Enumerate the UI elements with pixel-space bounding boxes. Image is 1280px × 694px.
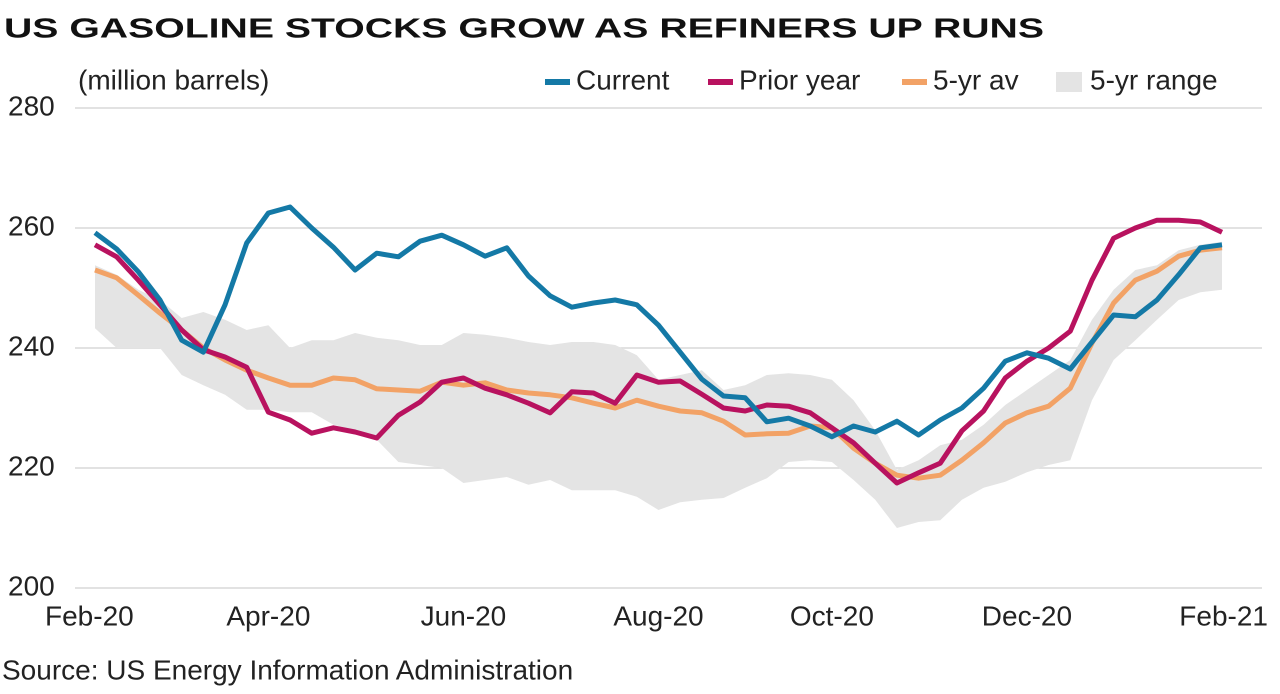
legend-label: 5-yr av [933, 64, 1019, 95]
legend-label: Prior year [739, 64, 860, 95]
legend-label: Current [576, 64, 670, 95]
y-axis-label: (million barrels) [78, 64, 269, 95]
source: Source: US Energy Information Administra… [2, 654, 573, 685]
x-tick-label: Apr-20 [226, 600, 310, 631]
y-tick-label: 260 [8, 210, 55, 241]
x-tick-label: Feb-20 [45, 600, 134, 631]
x-tick-label: Dec-20 [982, 600, 1072, 631]
legend-label: 5-yr range [1090, 64, 1218, 95]
series-line [94, 245, 1223, 481]
x-tick-label: Oct-20 [790, 600, 874, 631]
series-line [93, 204, 1223, 440]
y-tick-label: 240 [8, 330, 55, 361]
range-band [95, 241, 1222, 529]
x-tick-label: Feb-21 [1179, 600, 1268, 631]
x-tick-label: Jun-20 [421, 600, 507, 631]
y-tick-label: 280 [8, 90, 55, 121]
chart-title: US GASOLINE STOCKS GROW AS REFINERS UP R… [4, 12, 1044, 43]
y-tick-label: 220 [8, 450, 55, 481]
x-tick-label: Aug-20 [613, 600, 703, 631]
legend-swatch [1056, 72, 1082, 92]
y-tick-label: 200 [8, 570, 55, 601]
